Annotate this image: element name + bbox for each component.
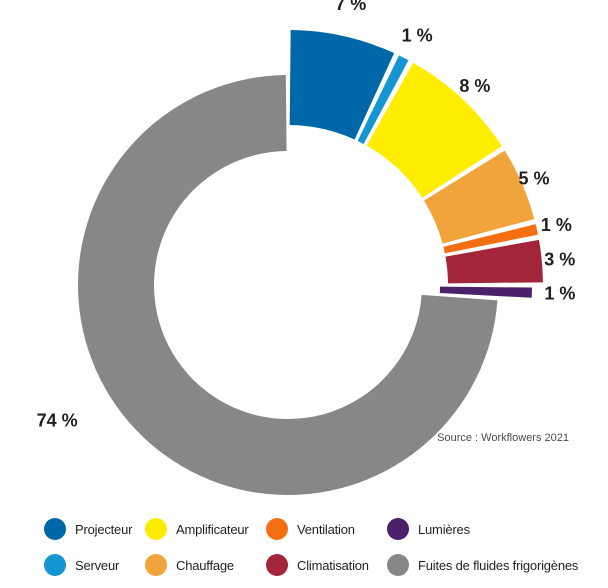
legend-label: Chauffage [176,557,234,573]
legend-swatch [44,554,66,576]
slice-climatisation [445,239,543,284]
legend-label: Fuites de fluides frigorigènes [418,557,579,573]
legend-label: Ventilation [297,521,355,537]
legend-item: Projecteur [44,516,132,542]
slice-amplificateur [366,62,502,198]
slice-labels: 7 % 1 % 8 % 5 % 1 % 3 % 1 % 74 % [37,0,576,431]
legend-label: Projecteur [75,521,133,537]
donut-slices [78,30,543,496]
slice-label-serveur: 1 % [402,26,433,46]
legend-item: Lumières [387,516,470,542]
slice-ventilation [443,224,538,254]
legend-item: Serveur [44,552,119,578]
chart-source: Source : Workflowers 2021 [437,432,569,444]
legend-label: Lumières [418,521,470,537]
legend-swatch [387,518,409,540]
slice-label-ventilation: 1 % [541,215,572,235]
legend-item: Climatisation [266,552,369,578]
slice-fuites-de-fluides-frigorig-nes [78,75,498,496]
legend-item: Amplificateur [145,516,249,542]
slice-projecteur [289,30,395,140]
legend-swatch [44,518,66,540]
slice-label-fuites-de-fluides-frigorig-nes: 74 % [37,411,78,431]
legend-label: Serveur [75,557,120,573]
legend-label: Climatisation [297,557,369,573]
legend-swatch [145,554,167,576]
legend-item: Ventilation [266,516,355,542]
slice-label-lumi-res: 1 % [544,284,575,304]
legend-label: Amplificateur [176,521,249,537]
slice-lumi-res [439,286,532,298]
slice-serveur [357,55,409,144]
legend-swatch [145,518,167,540]
legend-item: Chauffage [145,552,234,578]
slice-label-amplificateur: 8 % [459,76,490,96]
donut-chart: 7 % 1 % 8 % 5 % 1 % 3 % 1 % 74 % Source : Workf… [37,0,576,496]
slice-label-climatisation: 3 % [544,249,575,269]
slice-chauffage [423,150,535,244]
legend-swatch [266,554,288,576]
chart-legend: Projecteur Amplificateur Ventilation Lumièr… [0,508,608,584]
legend-item: Fuites de fluides frigorigènes [387,552,578,578]
slice-label-chauffage: 5 % [518,169,549,189]
slice-label-projecteur: 7 % [335,0,366,14]
legend-swatch [266,518,288,540]
legend-swatch [387,554,409,576]
